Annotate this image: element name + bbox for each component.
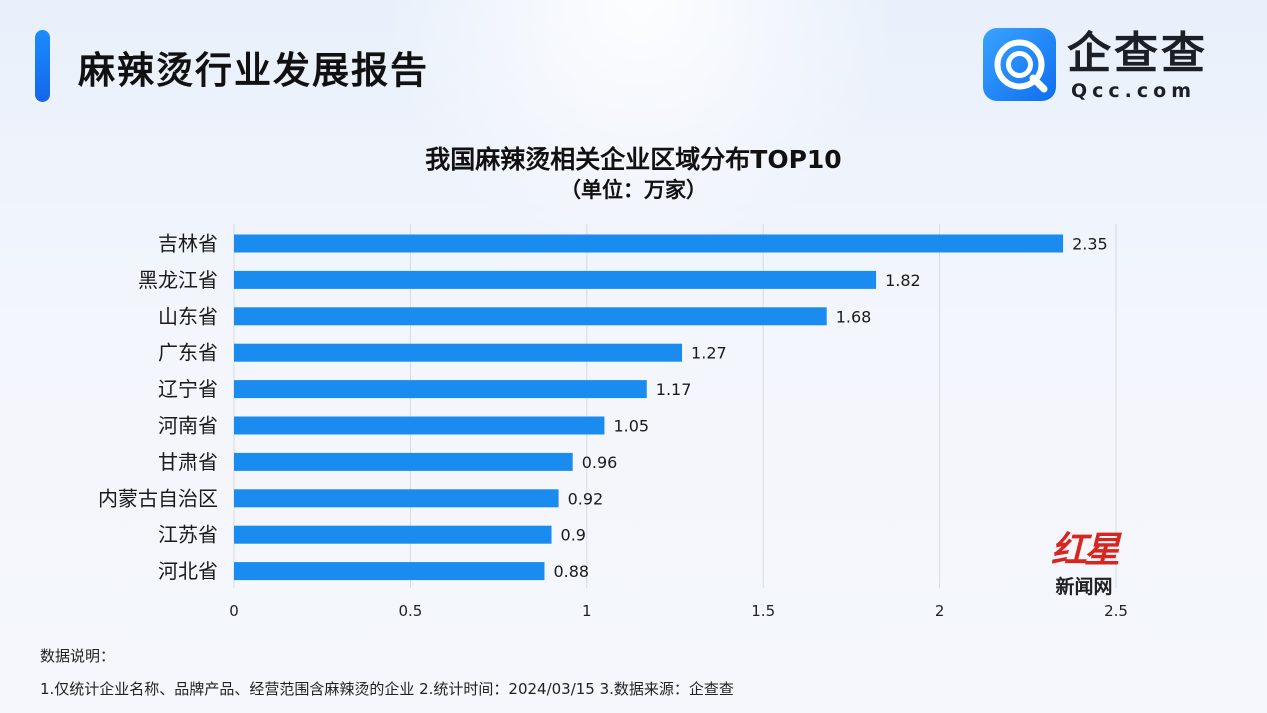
data-label: 1.82 [885,271,921,290]
category-label: 山东省 [158,304,218,328]
category-label: 江苏省 [158,523,218,547]
category-label: 内蒙古自治区 [98,486,218,510]
bar [234,343,683,362]
bar [234,452,573,471]
data-label: 1.17 [656,380,692,399]
notes-body: 1.仅统计企业名称、品牌产品、经营范围含麻辣烫的企业 2.统计时间：2024/0… [40,680,734,698]
x-tick-label: 1 [582,602,592,620]
bar [234,234,1064,253]
bar [234,270,877,289]
data-label: 1.27 [691,344,727,363]
x-tick-label: 2.5 [1104,602,1128,620]
category-label: 河南省 [158,414,218,438]
category-label: 黑龙江省 [138,268,218,292]
x-tick-label: 0 [229,602,239,620]
data-label: 0.88 [553,562,589,581]
bar [234,307,827,326]
page-title: 麻辣烫行业发展报告 [78,49,429,92]
data-label: 0.96 [582,453,618,472]
category-label: 河北省 [158,559,218,583]
bar [234,562,545,581]
category-label: 甘肃省 [158,450,218,474]
bar [234,489,559,508]
category-label: 辽宁省 [158,377,218,401]
chart-subtitle: （单位：万家） [560,178,707,202]
x-tick-label: 2 [935,602,945,620]
data-label: 0.92 [568,489,604,508]
data-label: 0.9 [561,526,586,545]
watermark-mark: 红星 [1050,529,1120,571]
data-label: 1.05 [613,417,649,436]
logo-name: 企查查 [1067,28,1208,79]
chart-title: 我国麻辣烫相关企业区域分布TOP10 [425,145,842,174]
qcc-logo: 企查查 Qcc.com [983,28,1243,108]
bar [234,380,647,399]
data-label: 2.35 [1072,235,1108,254]
category-label: 广东省 [158,341,218,365]
x-tick-label: 1.5 [751,602,775,620]
data-label: 1.68 [836,307,872,326]
qcc-logo-icon [983,28,1056,101]
bar [234,416,605,435]
category-label: 吉林省 [158,232,218,256]
watermark-logo: 红星 新闻网 [1045,528,1123,602]
bar [234,525,552,544]
logo-domain: Qcc.com [1071,80,1197,102]
x-tick-label: 0.5 [398,602,422,620]
watermark-text: 新闻网 [1055,576,1113,598]
header-accent-bar [35,30,50,102]
notes-heading: 数据说明： [40,647,116,665]
